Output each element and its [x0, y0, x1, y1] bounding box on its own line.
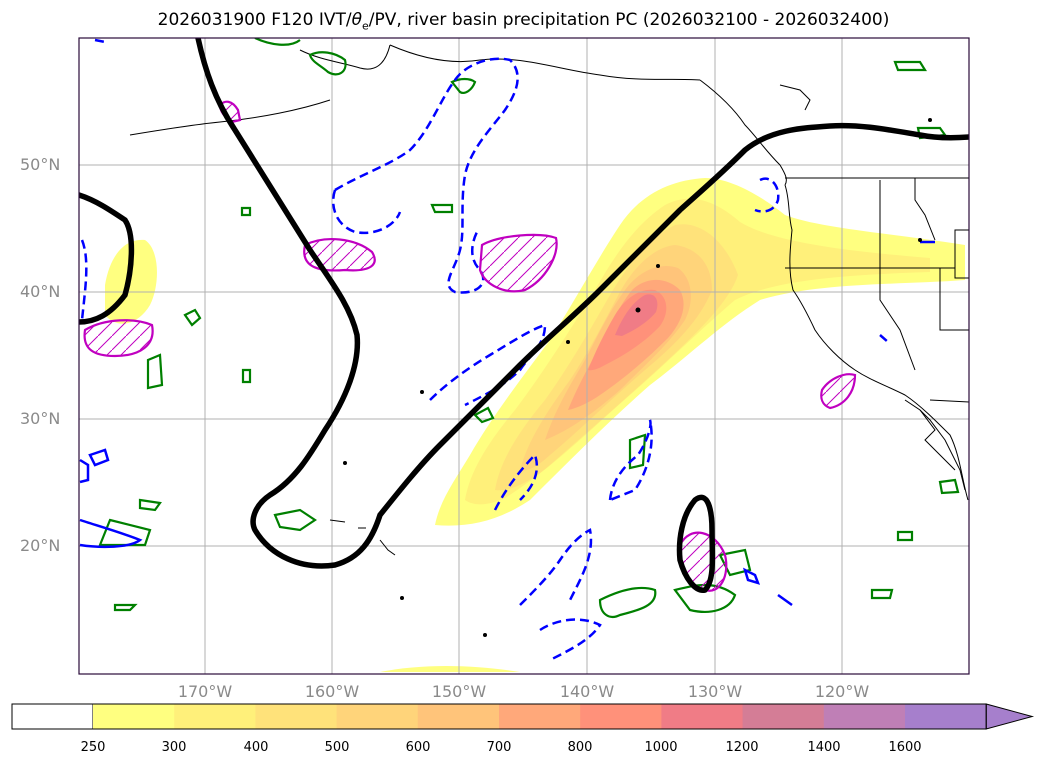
colorbar-segment [255, 704, 338, 729]
colorbar-segment [580, 704, 662, 729]
colorbar-segment [336, 704, 419, 729]
colorbar-tick-1200: 1200 [725, 740, 759, 755]
colorbar-extend-arrow [985, 703, 1035, 730]
colorbar-segment [823, 704, 906, 729]
lat-label-40n: 40°N [20, 282, 61, 301]
colorbar-tick-300: 300 [161, 740, 187, 755]
colorbar-segment [499, 704, 581, 729]
colorbar-tick-250: 250 [80, 740, 106, 755]
streamline-contours [79, 38, 969, 593]
colorbar [11, 703, 1035, 730]
theta-e-contours [98, 38, 960, 618]
lon-label-170w: 170°W [177, 682, 233, 701]
pv-solid-contours [79, 240, 935, 607]
lon-label-120w: 120°W [814, 682, 870, 701]
colorbar-tick-1600: 1600 [888, 740, 922, 755]
lat-label-50n: 50°N [20, 155, 61, 174]
map-title: 2026031900 F120 IVT/θe/PV, river basin p… [157, 10, 890, 33]
coastlines [129, 44, 969, 556]
colorbar-segment [905, 704, 987, 729]
colorbar-tick-500: 500 [324, 740, 350, 755]
colorbar-tick-700: 700 [486, 740, 512, 755]
colorbar-segment [93, 704, 175, 729]
map-frame [78, 37, 970, 675]
colorbar-outline [11, 703, 987, 730]
ivt-250-south [380, 666, 520, 672]
lon-label-140w: 140°W [559, 682, 615, 701]
lon-label-130w: 130°W [687, 682, 743, 701]
colorbar-tick-1400: 1400 [807, 740, 841, 755]
colorbar-white-segment [11, 703, 94, 730]
pv-contours [80, 38, 889, 662]
lat-label-30n: 30°N [20, 409, 61, 428]
lat-label-20n: 20°N [20, 536, 61, 555]
ivt-filled-contours [105, 178, 965, 672]
colorbar-segment [661, 704, 744, 729]
lon-label-150w: 150°W [431, 682, 487, 701]
colorbar-tick-1000: 1000 [644, 740, 678, 755]
colorbar-segment [417, 704, 500, 729]
colorbar-tick-600: 600 [405, 740, 431, 755]
colorbar-tick-800: 800 [567, 740, 593, 755]
ivt-1000 [615, 294, 658, 336]
precip-pc-areas [83, 100, 857, 592]
lon-label-160w: 160°W [304, 682, 360, 701]
colorbar-tick-400: 400 [243, 740, 269, 755]
graticule [79, 38, 969, 674]
colorbar-segment [174, 704, 256, 729]
colorbar-segment [742, 704, 825, 729]
islands [343, 118, 932, 637]
